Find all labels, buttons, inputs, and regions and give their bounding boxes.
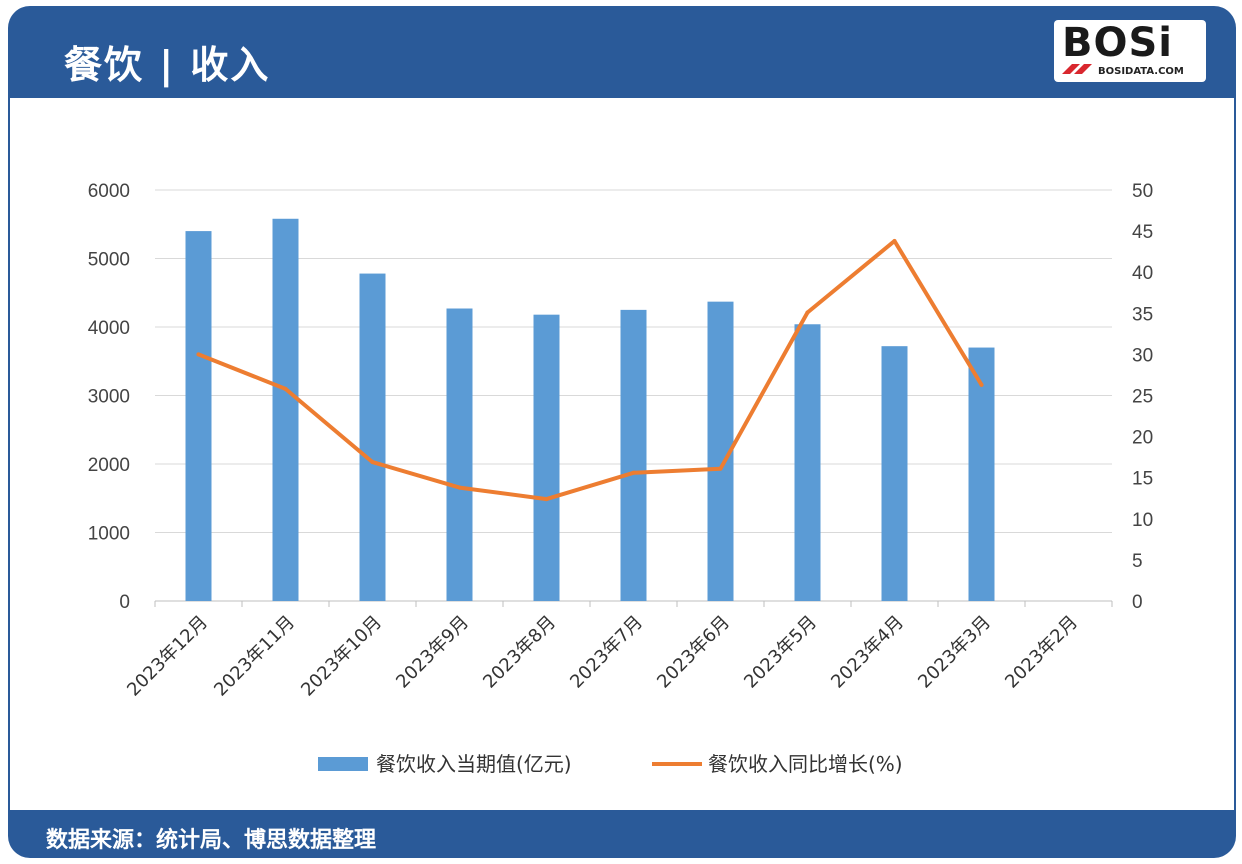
bar (968, 347, 995, 601)
left-tick-label: 2000 (88, 455, 130, 476)
left-tick-label: 0 (119, 592, 130, 613)
data-source: 数据来源：统计局、博思数据整理 (46, 828, 377, 853)
line-point (805, 310, 810, 315)
x-tick-label: 2023年12月 (123, 612, 212, 701)
left-tick-label: 1000 (88, 524, 130, 545)
growth-line (196, 239, 984, 502)
left-tick-label: 6000 (88, 181, 130, 202)
bar-series (185, 218, 995, 601)
right-tick-label: 40 (1132, 263, 1153, 284)
right-tick-label: 30 (1132, 345, 1153, 366)
header-bar: 餐饮 | 收入 (8, 6, 1236, 98)
line-point (631, 470, 636, 475)
x-tick-label: 2023年11月 (210, 612, 299, 701)
legend-bar-swatch (318, 757, 368, 771)
right-tick-label: 25 (1132, 387, 1153, 408)
footer-bar: 数据来源：统计局、博思数据整理 (8, 810, 1236, 858)
x-tick-label: 2023年9月 (392, 612, 473, 693)
bar (185, 231, 212, 601)
x-tick-label: 2023年8月 (479, 612, 560, 693)
line-point (718, 466, 723, 471)
line-series (196, 238, 984, 502)
bar (620, 309, 647, 601)
left-tick-label: 4000 (88, 318, 130, 339)
right-tick-label: 15 (1132, 469, 1153, 490)
x-tick-label: 2023年4月 (827, 612, 908, 693)
right-tick-label: 10 (1132, 510, 1153, 531)
line-point (892, 238, 897, 243)
legend-bar-label: 餐饮收入当期值(亿元) (376, 752, 572, 776)
bar (446, 308, 473, 601)
x-tick-label: 2023年2月 (1001, 612, 1082, 693)
line-point (283, 386, 288, 391)
left-axis-ticks: 0 1000 2000 3000 4000 5000 6000 (88, 181, 130, 613)
legend-line-label: 餐饮收入同比增长(%) (708, 752, 903, 776)
line-point (457, 485, 462, 490)
x-tick-label: 2023年10月 (297, 612, 386, 701)
line-point (979, 382, 984, 387)
right-tick-label: 50 (1132, 181, 1153, 202)
x-tick-label: 2023年6月 (653, 612, 734, 693)
bar (359, 273, 386, 601)
bar (794, 324, 821, 601)
line-point (544, 497, 549, 502)
page-title: 餐饮 | 收入 (64, 43, 271, 87)
brand-logo: BOSi BOSIDATA.COM (1054, 20, 1206, 82)
right-tick-label: 20 (1132, 428, 1153, 449)
right-tick-label: 35 (1132, 304, 1153, 325)
logo-text: BOSi (1062, 20, 1174, 66)
bar (881, 346, 908, 601)
left-tick-label: 3000 (88, 387, 130, 408)
right-tick-label: 45 (1132, 222, 1153, 243)
right-axis-ticks: 0 5 10 15 20 25 30 35 40 45 50 (1132, 181, 1153, 613)
line-point (196, 352, 201, 357)
x-tick-label: 2023年7月 (566, 612, 647, 693)
logo-subtext: BOSIDATA.COM (1098, 66, 1184, 77)
right-tick-label: 0 (1132, 592, 1143, 613)
x-tick-label: 2023年5月 (740, 612, 821, 693)
x-tick-label: 2023年3月 (914, 612, 995, 693)
bar (272, 218, 299, 601)
line-point (370, 460, 375, 465)
left-tick-label: 5000 (88, 250, 130, 271)
logo-accent-icon (1062, 64, 1092, 74)
legend: 餐饮收入当期值(亿元) 餐饮收入同比增长(%) (318, 752, 903, 776)
bar (533, 314, 560, 601)
right-tick-label: 5 (1132, 551, 1143, 572)
